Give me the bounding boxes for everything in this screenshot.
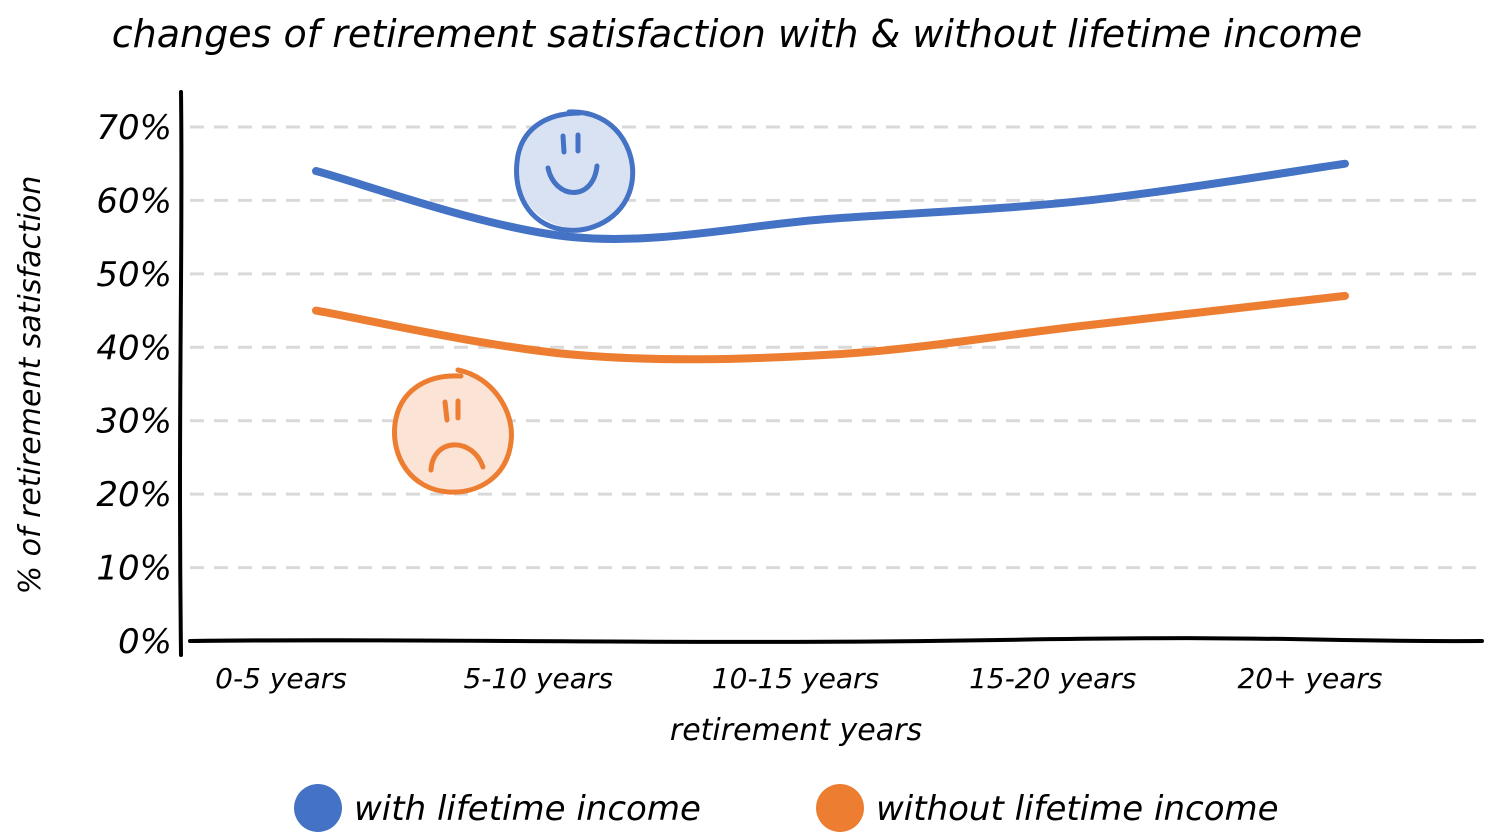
happy-face-icon — [514, 109, 636, 233]
series-lines — [312, 159, 1349, 364]
y-tick-label: 0% — [118, 622, 172, 662]
y-tick-label: 70% — [96, 108, 172, 148]
legend-swatch — [294, 784, 342, 832]
x-axis-line — [188, 636, 1484, 644]
legend-label: without lifetime income — [876, 789, 1279, 829]
y-tick-label: 20% — [96, 475, 172, 515]
y-axis-label: % of retirement satisfaction — [13, 176, 48, 595]
x-tick-label: 15-20 years — [969, 662, 1136, 695]
x-tick-labels: 0-5 years 5-10 years 10-15 years 15-20 year… — [215, 662, 1382, 695]
legend-swatch — [816, 784, 864, 832]
x-tick-label: 5-10 years — [463, 662, 613, 695]
series-line-with-lifetime-income — [312, 159, 1349, 243]
y-tick-label: 10% — [96, 549, 172, 589]
y-tick-label: 60% — [96, 181, 172, 221]
sad-face-icon — [392, 367, 514, 495]
legend-label: with lifetime income — [354, 789, 701, 829]
y-tick-label: 40% — [96, 328, 172, 368]
x-axis-label: retirement years — [670, 713, 922, 748]
y-tick-label: 30% — [96, 402, 172, 442]
legend: with lifetime income without lifetime inc… — [294, 784, 1279, 832]
x-tick-label: 10-15 years — [712, 662, 879, 695]
x-tick-label: 20+ years — [1237, 662, 1382, 695]
x-tick-label: 0-5 years — [215, 662, 347, 695]
chart-title: changes of retirement satisfaction with … — [112, 12, 1362, 56]
y-tick-labels: 0% 10% 20% 30% 40% 50% 60% 70% — [96, 108, 172, 662]
y-tick-label: 50% — [96, 255, 172, 295]
y-axis-line — [178, 90, 184, 657]
series-line-without-lifetime-income — [312, 291, 1349, 364]
